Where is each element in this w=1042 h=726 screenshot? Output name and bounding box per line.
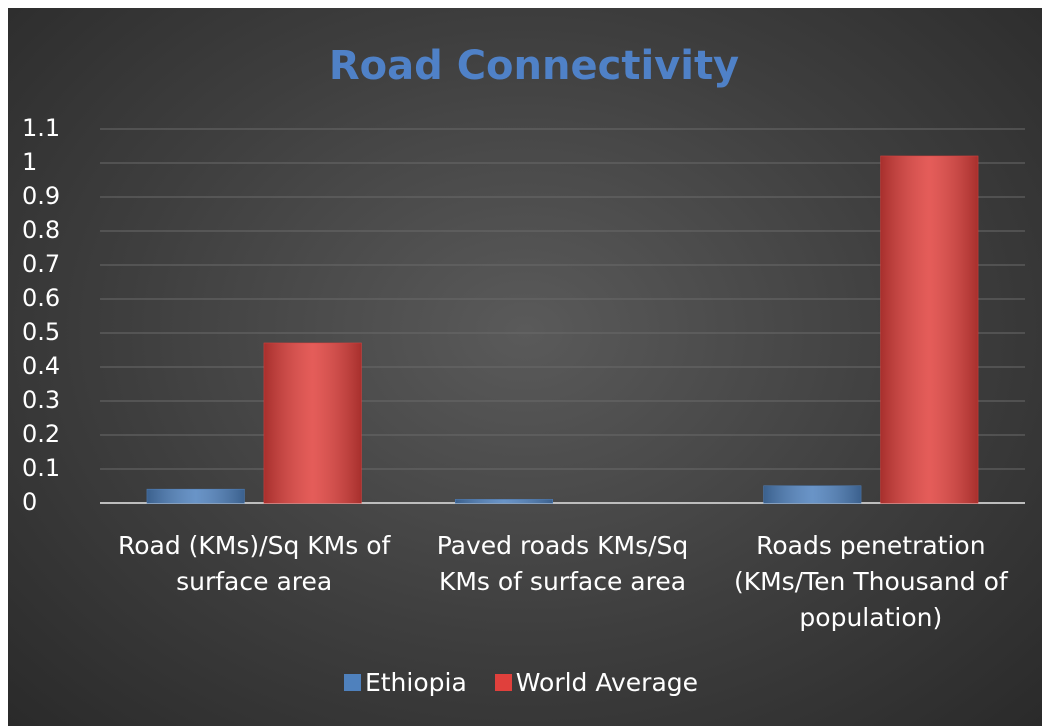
legend-item: World Average	[494, 668, 699, 697]
legend-item: Ethiopia	[343, 668, 467, 697]
x-tick-label: Road (KMs)/Sq KMs of surface area	[117, 531, 391, 596]
x-tick-label: Roads penetration (KMs/Ten Thousand of p…	[733, 531, 1008, 632]
y-tick-label: 1.1	[22, 114, 60, 142]
y-tick-label: 0.3	[22, 386, 60, 414]
y-tick-label: 0.2	[22, 420, 60, 448]
x-tick-label: Paved roads KMs/Sq KMs of surface area	[436, 531, 689, 596]
y-tick-label: 0.4	[22, 352, 60, 380]
y-tick-label: 0.5	[22, 318, 60, 346]
y-tick-label: 0.9	[22, 182, 60, 210]
y-tick-label: 0.1	[22, 454, 60, 482]
y-tick-label: 0.8	[22, 216, 60, 244]
chart-title: Road Connectivity	[329, 43, 739, 89]
legend-label: Ethiopia	[364, 668, 467, 697]
legend-swatch	[343, 674, 361, 691]
y-tick-label: 1	[22, 148, 37, 176]
bar-shade	[147, 489, 245, 503]
legend-swatch	[494, 674, 512, 691]
bar-shade	[455, 499, 553, 503]
y-tick-label: 0.7	[22, 250, 60, 278]
bar-shade	[880, 156, 978, 503]
y-tick-label: 0	[22, 488, 37, 516]
legend-label: World Average	[515, 668, 699, 697]
y-tick-label: 0.6	[22, 284, 60, 312]
legend: Ethiopia World Average	[0, 668, 1042, 697]
bar-shade	[264, 343, 362, 503]
bar-shade	[763, 486, 861, 503]
